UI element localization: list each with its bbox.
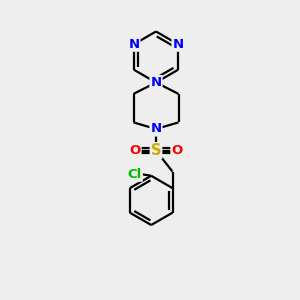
Text: O: O bbox=[171, 144, 183, 157]
Text: Cl: Cl bbox=[128, 168, 142, 181]
Text: N: N bbox=[172, 38, 184, 51]
Text: N: N bbox=[150, 76, 162, 89]
Text: N: N bbox=[150, 122, 162, 136]
Text: O: O bbox=[129, 144, 141, 157]
Text: N: N bbox=[128, 38, 140, 51]
Text: S: S bbox=[151, 143, 161, 158]
